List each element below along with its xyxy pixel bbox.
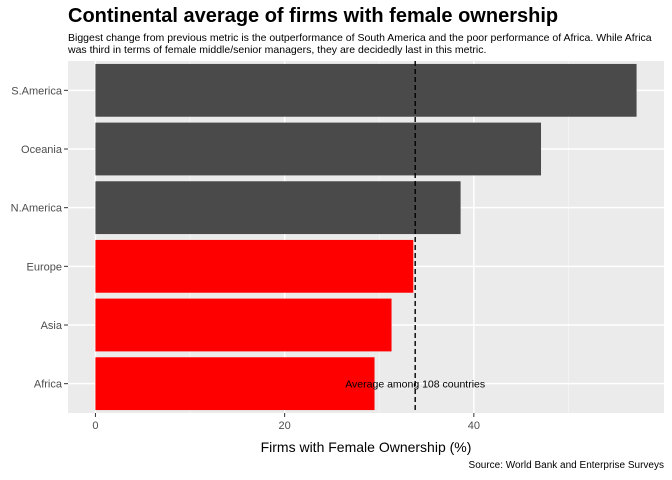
y-tick-label: Oceania — [21, 144, 63, 156]
y-tick-label: Asia — [41, 320, 63, 332]
y-tick-label: Europe — [27, 261, 62, 273]
y-tick-label: S.America — [11, 85, 63, 97]
bar-oceania — [95, 122, 542, 176]
bar-europe — [95, 239, 414, 293]
y-axis: S.America Oceania N.America Europe Asia Afric… — [11, 85, 68, 391]
bar-n-america — [95, 181, 461, 235]
y-tick-label: Africa — [34, 379, 63, 391]
chart-title: Continental average of firms with female… — [68, 5, 559, 27]
bar-s-america — [95, 63, 637, 117]
plot-panel — [68, 61, 664, 413]
x-tick-label: 20 — [279, 420, 291, 432]
reference-line-label: Average among 108 countries — [345, 379, 485, 391]
chart-subtitle: Biggest change from previous metric is t… — [68, 32, 652, 56]
y-tick-label: N.America — [11, 203, 63, 215]
x-axis-title: Firms with Female Ownership (%) — [261, 439, 472, 455]
bar-asia — [95, 298, 392, 352]
bars — [95, 63, 637, 411]
bar-africa — [95, 357, 375, 411]
reference-line-group: Average among 108 countries — [345, 61, 485, 413]
x-tick-label: 0 — [92, 420, 98, 432]
x-axis: 0 20 40 — [92, 413, 480, 432]
x-tick-label: 40 — [468, 420, 480, 432]
chart-caption: Source: World Bank and Enterprise Survey… — [468, 460, 664, 471]
